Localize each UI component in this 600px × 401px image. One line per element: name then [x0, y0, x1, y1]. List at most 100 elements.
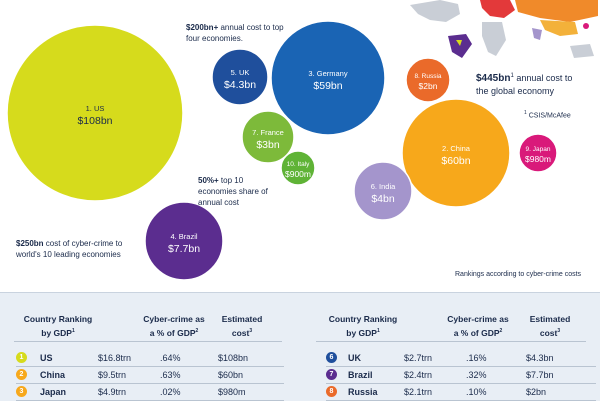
bubble-circle-brazil: [144, 201, 224, 281]
leading-bold: $250bn: [16, 239, 44, 248]
header-cr2-r: by GDP: [346, 327, 377, 338]
bubble-label-germany: 3. Germany: [308, 69, 347, 78]
row-divider-right-6: [326, 366, 596, 367]
header-cost-right: Estimated cost3: [520, 313, 580, 339]
bubble-france: 7. France $3bn: [241, 110, 295, 164]
bubble-italy: 10. Italy$900m: [280, 150, 316, 186]
header-cy2: a % of GDP: [149, 327, 196, 338]
header-cr1: Country Ranking: [23, 314, 93, 324]
row-divider-right-7: [326, 383, 596, 384]
bubble-value-brazil: $7.7bn: [168, 243, 200, 255]
source-text: CSIS/McAfee: [526, 112, 571, 120]
map-africa: [482, 22, 506, 56]
table-cell-right-6-country: UK: [348, 353, 361, 363]
table-cell-left-3-cost: $980m: [218, 387, 246, 397]
rank-badge-left-3: 3: [16, 386, 27, 397]
header-co1-r: Estimated: [529, 314, 571, 324]
table-cell-left-3-gdp: $4.9trn: [98, 387, 127, 397]
share-bold: 50%+: [198, 176, 219, 185]
top-four-annotation: $200bn+ annual cost to top four economie…: [186, 22, 306, 44]
bubble-brazil: 4. Brazil $7.7bn: [144, 201, 224, 281]
bubble-germany: 3. Germany $59bn: [270, 20, 386, 136]
bubble-label-italy: 10. Italy: [287, 161, 311, 168]
header-cy1-r: Cyber-crime as: [447, 314, 509, 324]
header-cyber-left: Cyber-crime as a % of GDP2: [134, 313, 214, 339]
header-co2: cost: [231, 327, 250, 338]
bubble-china: 2. China $60bn: [401, 98, 511, 208]
map-brazil-accent: [456, 40, 462, 46]
rank-badge-left-1: 1: [16, 352, 27, 363]
global-bold: $445bn: [476, 73, 511, 84]
global-text: annual cost to: [513, 73, 573, 83]
row-divider-left-2: [16, 383, 284, 384]
source-note: 1 CSIS/McAfee: [524, 110, 571, 119]
bubble-label-france: 7. France: [252, 128, 284, 137]
bubble-circle-germany: [270, 20, 386, 136]
table-cell-left-1-gdp: $16.8trn: [98, 353, 132, 363]
header-cr1-r: Country Ranking: [328, 314, 398, 324]
header-sup2: 2: [195, 328, 199, 334]
header-co1: Estimated: [221, 314, 263, 324]
share-annotation: 50%+ top 10 economies share of annual co…: [198, 175, 278, 208]
bubble-label-china: 2. China: [442, 144, 471, 153]
header-sup3: 3: [249, 328, 253, 334]
global-sup: 1: [510, 73, 514, 79]
bubble-label-india: 6. India: [371, 182, 396, 191]
bubble-value-italy: $900m: [285, 169, 311, 179]
bubble-label-russia: 8. Russia: [414, 73, 441, 80]
bubble-value-japan: $980m: [525, 154, 551, 164]
leading-annotation: $250bn cost of cyber-crime to world's 10…: [16, 238, 136, 260]
row-divider-left-1: [16, 366, 284, 367]
rank-badge-right-8: 8: [326, 386, 337, 397]
share-text: top 10: [218, 176, 244, 185]
bubble-label-japan: 9. Japan: [526, 146, 551, 153]
bubble-circle-france: [241, 110, 295, 164]
table-cell-right-8-cost: $2bn: [526, 387, 547, 397]
table-cell-right-6-gdp: $2.7trn: [404, 353, 433, 363]
bubble-circle-italy: [280, 150, 316, 186]
bubble-value-india: $4bn: [371, 193, 395, 205]
bubble-value-germany: $59bn: [313, 80, 342, 92]
table-cell-left-2-gdp: $9.5trn: [98, 370, 127, 380]
map-russia: [515, 0, 598, 22]
leading-text2: world's 10 leading economies: [16, 250, 121, 259]
header-cost-left: Estimated cost3: [212, 313, 272, 339]
table-cell-left-3-pct: .02%: [160, 387, 181, 397]
bubble-value-uk: $4.3bn: [224, 79, 256, 91]
header-cyber-right: Cyber-crime as a % of GDP2: [438, 313, 518, 339]
header-divider-left: [14, 341, 282, 342]
header-co2-r: cost: [539, 327, 558, 338]
table-cell-right-6-cost: $4.3bn: [526, 353, 554, 363]
global-text2: the global economy: [476, 86, 555, 96]
source-sup: 1: [524, 110, 527, 116]
header-cr2: by GDP: [41, 327, 72, 338]
rank-badge-right-7: 7: [326, 369, 337, 380]
bubble-russia: 8. Russia$2bn: [405, 57, 451, 103]
bubble-us: 1. US $108bn: [6, 24, 184, 202]
table-cell-right-7-gdp: $2.4trn: [404, 370, 433, 380]
table-cell-right-7-pct: .32%: [466, 370, 487, 380]
map-europe: [480, 0, 515, 18]
header-sup1-r: 1: [376, 328, 380, 334]
map-australia: [570, 44, 594, 58]
bubble-circle-russia: [405, 57, 451, 103]
table-cell-left-2-pct: .63%: [160, 370, 181, 380]
top-four-text: annual cost to top: [218, 23, 284, 32]
rank-badge-left-2: 2: [16, 369, 27, 380]
bubble-label-us: 1. US: [86, 104, 105, 113]
table-cell-left-1-country: US: [40, 353, 53, 363]
header-sup1: 1: [71, 328, 75, 334]
map-japan: [583, 23, 589, 29]
rank-badge-right-6: 6: [326, 352, 337, 363]
header-country-ranking-right: Country Ranking by GDP1: [318, 313, 408, 339]
table-cell-right-7-country: Brazil: [348, 370, 373, 380]
header-cy2-r: a % of GDP: [453, 327, 500, 338]
bubble-circle-us: [6, 24, 184, 202]
bubble-value-russia: $2bn: [419, 81, 438, 91]
bubble-value-china: $60bn: [441, 155, 470, 167]
map-asia: [540, 20, 578, 36]
global-annotation: $445bn1 annual cost to the global econom…: [476, 70, 596, 98]
share-text2: economies share of: [198, 187, 268, 196]
header-divider-right: [316, 341, 586, 342]
table-cell-right-8-gdp: $2.1trn: [404, 387, 433, 397]
